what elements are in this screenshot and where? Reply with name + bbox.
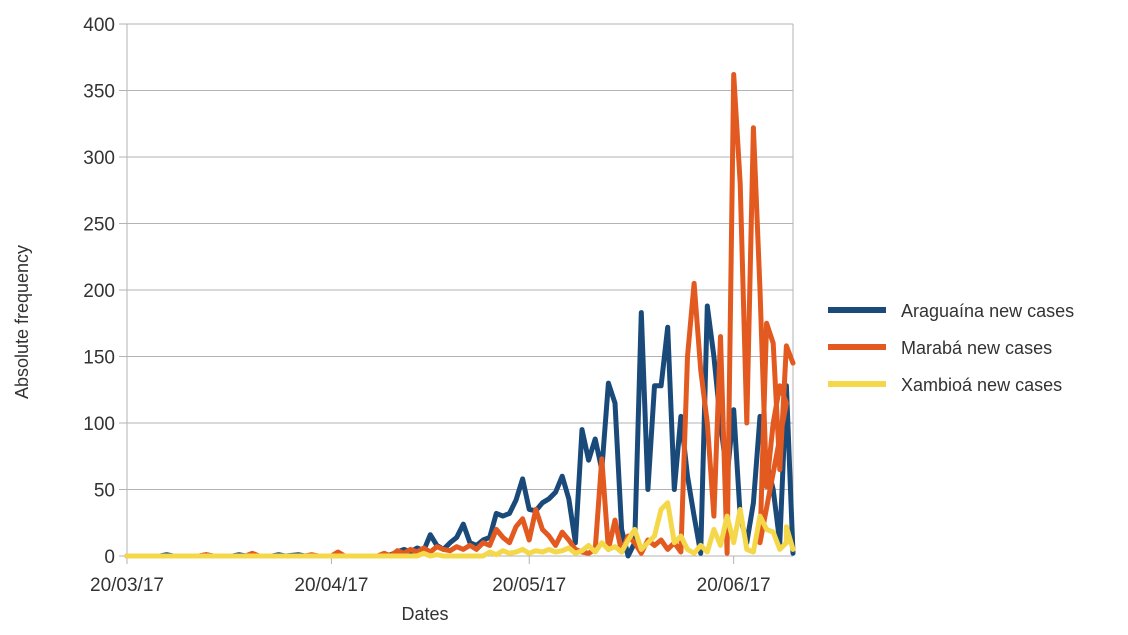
- y-tick-label-350: 350: [83, 82, 115, 103]
- legend-label-1: Araguaína new cases: [901, 301, 1074, 321]
- x-tick-label-20/03/17: 20/03/17: [90, 575, 164, 596]
- y-tick-label-0: 0: [104, 547, 115, 568]
- series-lines: [124, 72, 796, 559]
- x-tick-label-20/04/17: 20/04/17: [294, 575, 368, 596]
- y-tick-label-100: 100: [83, 414, 115, 435]
- series-line-3: [124, 500, 796, 559]
- y-tick-label-300: 300: [83, 148, 115, 169]
- series-line-1: [124, 303, 796, 559]
- legend: Araguaína new cases Marabá new cases Xambi…: [828, 301, 1074, 395]
- y-tick-label-150: 150: [83, 348, 115, 369]
- x-tick-labels: 20/03/17 20/04/17 20/05/17 20/06/17: [90, 575, 771, 596]
- x-axis-title: Dates: [401, 604, 448, 624]
- y-tick-label-50: 50: [94, 481, 115, 502]
- x-tick-label-20/05/17: 20/05/17: [492, 575, 566, 596]
- legend-label-2: Marabá new cases: [901, 338, 1052, 358]
- legend-label-3: Xambioá new cases: [901, 375, 1062, 395]
- y-tick-label-400: 400: [83, 15, 115, 36]
- x-tick-label-20/06/17: 20/06/17: [697, 575, 771, 596]
- y-axis-title: Absolute frequency: [12, 245, 32, 399]
- series-line-2: [124, 72, 796, 559]
- y-tick-label-250: 250: [83, 215, 115, 236]
- y-tick-labels: 0 50 100 150 200 250 300 350 400: [83, 15, 115, 568]
- y-tick-label-200: 200: [83, 281, 115, 302]
- gridlines: [127, 23, 793, 557]
